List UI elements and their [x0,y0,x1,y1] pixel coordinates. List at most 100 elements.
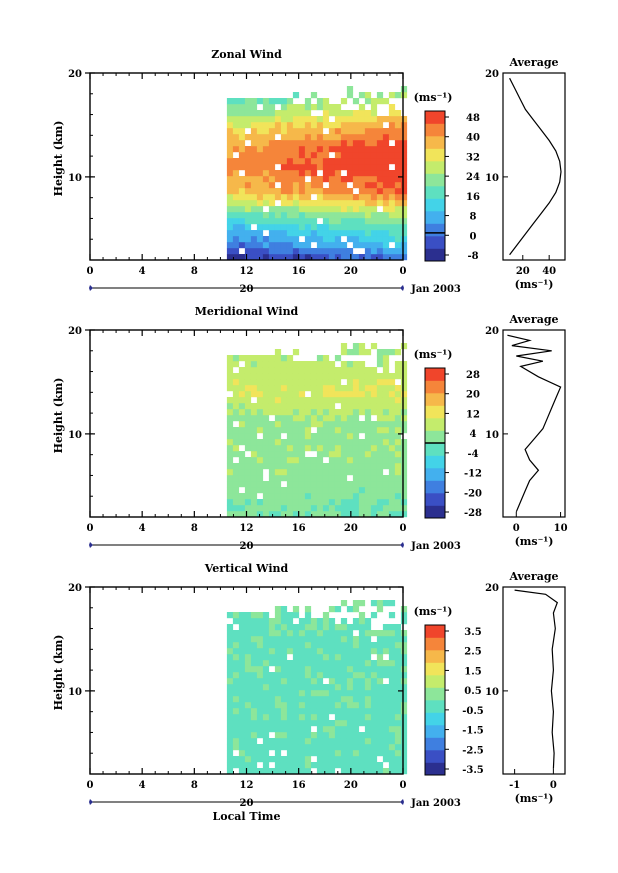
heatmap-cell [358,194,366,201]
heatmap-cell [340,200,348,207]
heatmap-cell [244,98,252,105]
heatmap-cell [382,720,390,727]
heatmap-cell [286,618,294,625]
heatmap-cell [256,714,264,721]
heatmap-cell [286,648,294,655]
heatmap-cell [328,134,336,141]
heatmap-cell [238,756,246,763]
heatmap-cell [262,696,270,703]
heatmap-cell [268,457,276,464]
heatmap-cell [340,164,348,171]
heatmap-cell [286,355,294,362]
heatmap-cell [304,493,312,500]
heatmap-cell [232,361,240,368]
heatmap-cell [274,403,282,410]
heatmap-cell [238,254,246,261]
colorbar-segment [425,418,445,431]
heatmap-cell [370,218,378,225]
heatmap-cell [304,242,312,249]
heatmap-cell [364,128,372,135]
heatmap-cell [280,768,288,775]
heatmap-cell [340,768,348,775]
heatmap-cell [316,756,324,763]
heatmap-cell [256,403,264,410]
heatmap-cell [388,439,396,446]
heatmap-cell [328,642,336,649]
heatmap-cell [340,248,348,255]
heatmap-cell [250,744,258,751]
heatmap-cell [346,349,354,356]
heatmap-cell [382,176,390,183]
heatmap-cell [310,373,318,380]
heatmap-cell [298,361,306,368]
heatmap-cell [286,397,294,404]
heatmap-cell [274,98,282,105]
profile-x-tick-label: -1 [509,780,520,791]
heatmap-cell [316,726,324,733]
heatmap-cell [280,164,288,171]
heatmap-cell [340,152,348,159]
heatmap-cell [388,600,396,607]
heatmap-cell [256,756,264,763]
heatmap-cell [322,726,330,733]
heatmap-cell [286,152,294,159]
heatmap-cell [268,122,276,129]
heatmap-cell [292,702,300,709]
heatmap-cell [256,451,264,458]
heatmap-cell [340,475,348,482]
heatmap-cell [226,164,234,171]
heatmap-cell [304,660,312,667]
heatmap-cell [274,373,282,380]
heatmap-cell [346,487,354,494]
heatmap-cell [394,624,402,631]
heatmap-cell [388,248,396,255]
heatmap-cell [238,457,246,464]
heatmap-cell [304,361,312,368]
heatmap-cell [256,499,264,506]
heatmap-cell [268,140,276,147]
heatmap-cell [262,355,270,362]
heatmap-cell [382,373,390,380]
heatmap-cell [340,738,348,745]
heatmap-cell [238,146,246,153]
heatmap-cell [322,666,330,673]
heatmap-cell [268,164,276,171]
heatmap-cell [244,618,252,625]
colorbar-tick-label: 48 [466,113,480,124]
heatmap-cell [352,744,360,751]
profile-x-label: (ms⁻¹) [515,535,554,548]
heatmap-cell [250,618,258,625]
heatmap-cell [352,158,360,165]
heatmap-cell [340,415,348,422]
heatmap-cell [298,732,306,739]
heatmap-cell [370,762,378,769]
colorbar-segment [425,675,445,688]
heatmap-cell [280,606,288,613]
heatmap-cell [280,212,288,219]
heatmap-cell [346,397,354,404]
heatmap-cell [316,696,324,703]
heatmap-cell [244,182,252,189]
heatmap-cell [400,768,408,775]
colorbar-tick-label: -12 [464,469,482,480]
heatmap-cell [358,164,366,171]
heatmap-cell [394,714,402,721]
heatmap-cell [322,391,330,398]
heatmap-cell [358,254,366,261]
heatmap-cell [274,726,282,733]
heatmap-cell [382,726,390,733]
heatmap-cell [316,254,324,261]
heatmap-cell [334,152,342,159]
heatmap-cell [358,122,366,129]
x-tick-label: 0 [87,523,94,534]
heatmap-cell [364,230,372,237]
heatmap-cell [298,738,306,745]
heatmap-cell [274,230,282,237]
heatmap-cell [298,182,306,189]
heatmap-cell [232,427,240,434]
heatmap-cell [388,116,396,123]
profile-x-tick-label: 10 [554,523,568,534]
panel-title: Meridional Wind [195,305,299,318]
heatmap-cell [364,463,372,470]
heatmap-cell [232,158,240,165]
